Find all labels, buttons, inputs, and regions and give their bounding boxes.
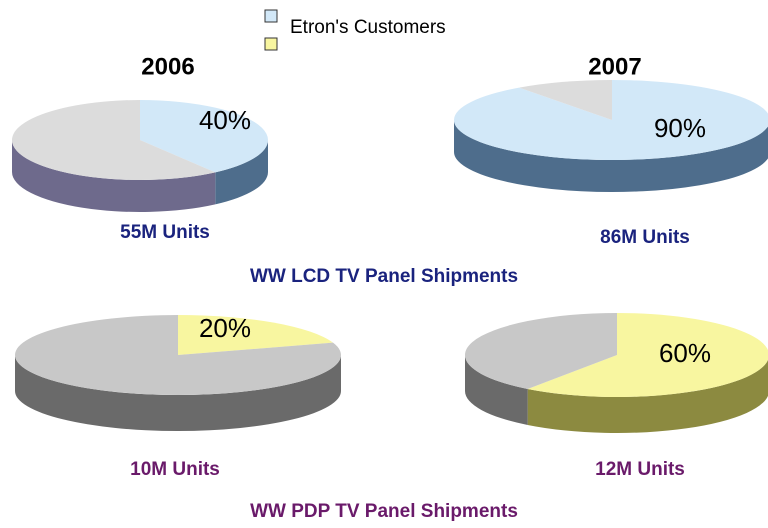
pie-slice [454, 80, 768, 160]
pie-slice [14, 315, 342, 395]
pie-side [527, 359, 768, 433]
legend-swatch [264, 9, 278, 23]
pie-slice [178, 315, 334, 355]
pie-side [465, 355, 528, 425]
data-label: 40% [199, 105, 251, 135]
pie-side [454, 120, 768, 192]
section-title: WW LCD TV Panel Shipments [250, 266, 518, 287]
data-label: 20% [199, 313, 251, 343]
legend-label: Etron's Customers [290, 17, 446, 38]
data-label: 90% [654, 113, 706, 143]
data-label: 60% [659, 338, 711, 368]
caption: 10M Units [130, 459, 220, 480]
caption: 12M Units [595, 459, 685, 480]
pie-side [15, 355, 341, 431]
caption: 86M Units [600, 227, 690, 248]
pie-side [215, 140, 268, 205]
chart-title: 2006 [141, 53, 194, 80]
pie-slice [12, 100, 216, 181]
pie-slice [519, 80, 612, 120]
pie-side [12, 140, 216, 212]
pie-slice [140, 100, 269, 173]
caption: 55M Units [120, 222, 210, 243]
pie-slice [465, 313, 617, 389]
legend-swatch [264, 37, 278, 51]
pie-slice [527, 313, 768, 397]
section-title: WW PDP TV Panel Shipments [250, 501, 518, 522]
chart-title: 2007 [588, 53, 641, 80]
